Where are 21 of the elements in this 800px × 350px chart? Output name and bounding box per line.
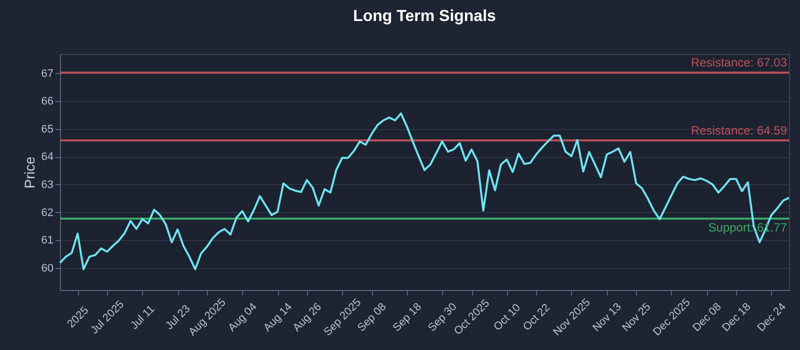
y-tick-label: 66 [41,96,54,108]
ref-line-label: Resistance: 67.03 [690,56,788,70]
y-tick-label: 63 [41,178,54,191]
line-series [59,112,790,270]
x-tick-label: Sep 18 [390,300,424,334]
y-tick-label: 61 [41,234,54,247]
x-tick-label: Jul 11 [128,303,158,332]
chart-title: Long Term Signals [353,8,496,25]
y-tick-label: 64 [41,151,54,164]
ref-line-label: Resistance: 64.59 [690,123,788,138]
x-tick-label: Dec 18 [720,300,754,334]
x-tick-label: Oct 10 [492,302,524,334]
y-axis-title: Price [21,156,38,188]
y-tick-label: 67 [41,68,54,80]
x-tick-label: Dec 24 [755,300,788,334]
y-tick-label: 62 [41,206,54,219]
y-tick-label: 60 [41,262,54,274]
x-tick-label: Oct 22 [521,302,552,334]
x-tick-label: Aug 04 [226,300,260,334]
x-tick-label: Nov 25 [620,300,654,334]
y-tick-label: 65 [41,123,54,136]
